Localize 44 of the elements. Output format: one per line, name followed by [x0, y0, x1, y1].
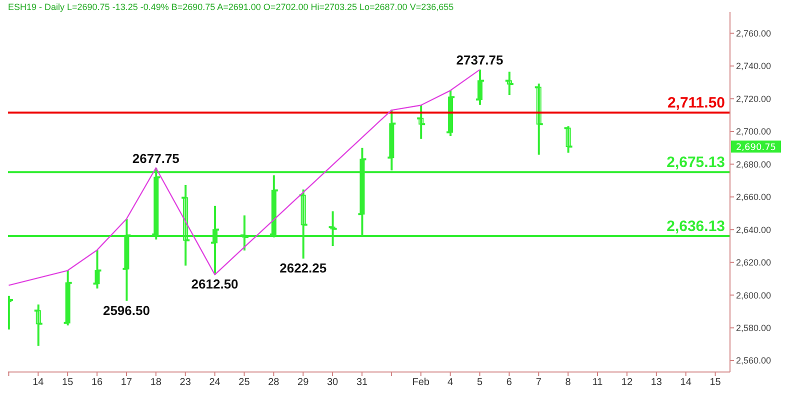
- x-tick-label: 8: [565, 377, 572, 388]
- x-tick-label: 23: [180, 377, 192, 388]
- y-tick-label: 2,700.00: [736, 126, 772, 137]
- x-tick-label: 28: [268, 377, 280, 388]
- x-tick-label: 14: [680, 377, 692, 388]
- annotation: 2677.75: [132, 150, 180, 166]
- text: 2,690.75: [736, 143, 776, 154]
- y-tick-label: 2,620.00: [736, 258, 772, 268]
- y-tick-label: 2,760.00: [736, 28, 772, 38]
- x-tick-label: 4: [448, 377, 454, 388]
- x-tick-label: 16: [91, 377, 104, 388]
- y-tick-label: 2,580.00: [736, 323, 772, 334]
- ref-line-label: 2,636.13: [666, 218, 725, 235]
- x-tick-label: 17: [120, 377, 132, 388]
- annotation: 2596.50: [102, 302, 150, 318]
- x-tick-label: 7: [536, 377, 542, 388]
- x-tick-label: 25: [238, 377, 250, 388]
- chart-title: ESH19 - Daily L=2690.75 -13.25 -0.49% B=2690.75 A=2691.00 O=2702.00 Hi=2703.25 Lo=2687.00 V=236,655: [8, 2, 454, 12]
- x-tick-label: 13: [650, 377, 662, 388]
- x-tick-label: 12: [621, 377, 633, 388]
- ref-line-label: 2,675.13: [666, 154, 725, 172]
- x-tick-label: 24: [209, 377, 221, 388]
- y-tick-label: 2,660.00: [736, 192, 772, 202]
- y-tick-label: 2,560.00: [736, 356, 772, 366]
- x-tick-label: 11: [592, 377, 604, 388]
- x-tick-label: 15: [62, 377, 74, 388]
- x-tick-label: 6: [506, 377, 512, 388]
- y-tick-label: 2,680.00: [736, 159, 772, 170]
- y-tick-label: 2,740.00: [736, 61, 772, 72]
- x-tick-label: 30: [326, 377, 339, 388]
- x-tick-label: Feb: [412, 377, 430, 388]
- x-tick-label: 29: [298, 377, 310, 388]
- y-tick-label: 2,640.00: [736, 224, 772, 235]
- annotation: 2612.50: [191, 276, 238, 292]
- x-tick-label: 5: [476, 377, 483, 388]
- y-tick-label: 2,600.00: [736, 290, 772, 300]
- annotation: 2622.25: [280, 260, 327, 276]
- ref-line-label: 2,711.50: [667, 94, 725, 112]
- x-tick-label: 18: [150, 377, 162, 388]
- x-tick-label: 14: [32, 377, 44, 388]
- x-tick-label: 15: [710, 377, 722, 388]
- annotation: 2737.75: [456, 52, 504, 68]
- y-tick-label: 2,720.00: [736, 94, 772, 104]
- x-tick-label: 31: [356, 377, 368, 388]
